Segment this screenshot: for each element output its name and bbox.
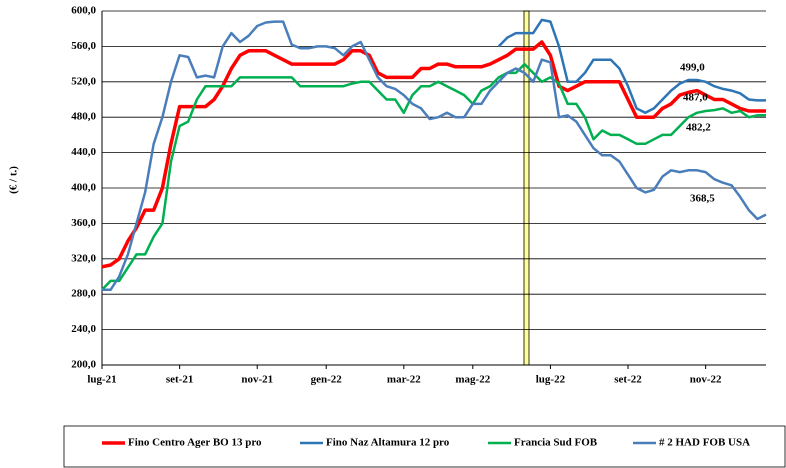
series-line xyxy=(497,18,766,115)
y-tick-label: 440,0 xyxy=(71,146,96,158)
x-tick-label: gen-22 xyxy=(311,374,343,386)
annotation: 482,2 xyxy=(686,122,711,134)
legend-label: Fino Centro Ager BO 13 pro xyxy=(128,437,262,449)
legend-label: # 2 HAD FOB USA xyxy=(659,437,750,449)
x-tick-label: nov-22 xyxy=(690,374,722,386)
y-tick-label: 560,0 xyxy=(71,40,96,52)
y-tick-label: 200,0 xyxy=(71,359,96,371)
series-line xyxy=(101,62,766,291)
y-tick-label: 280,0 xyxy=(71,288,96,300)
x-tick-label: lug-21 xyxy=(87,374,116,386)
annotation: 487,0 xyxy=(683,92,708,104)
legend-box xyxy=(63,425,786,468)
y-tick-label: 400,0 xyxy=(71,182,96,194)
y-tick-label: 360,0 xyxy=(71,217,96,229)
series-line xyxy=(101,40,766,269)
y-tick-label: 320,0 xyxy=(71,252,96,264)
y-axis-label: (€ / t.) xyxy=(8,166,20,194)
y-tick-label: 240,0 xyxy=(71,323,96,335)
annotation: 368,5 xyxy=(690,193,715,205)
y-tick-label: 480,0 xyxy=(71,111,96,123)
x-tick-label: mag-22 xyxy=(455,374,490,386)
legend-label: Francia Sud FOB xyxy=(514,437,598,449)
y-tick-label: 520,0 xyxy=(71,75,96,87)
legend-label: Fino Naz Altamura 12 pro xyxy=(326,437,450,449)
x-tick-label: lug-22 xyxy=(536,374,566,386)
series-line xyxy=(102,20,767,292)
x-tick-label: set-21 xyxy=(166,374,194,386)
x-tick-label: mar-22 xyxy=(387,374,421,386)
x-tick-label: set-22 xyxy=(614,374,642,386)
x-tick-label: nov-21 xyxy=(241,374,273,386)
annotation: 499,0 xyxy=(680,62,705,74)
y-tick-label: 600,0 xyxy=(71,5,96,17)
